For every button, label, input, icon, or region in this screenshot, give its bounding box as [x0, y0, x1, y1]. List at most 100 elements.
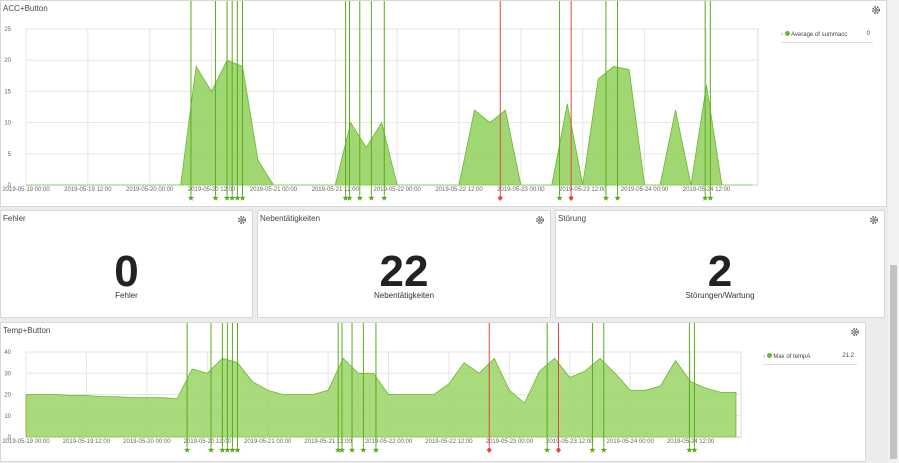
event-marker: [187, 194, 195, 201]
event-marker: [372, 446, 380, 453]
y-tick-label: 20: [4, 58, 11, 64]
x-tick-label: 2019-05-23 12:00: [559, 187, 607, 193]
event-marker: [212, 194, 219, 201]
event-marker: [348, 446, 356, 453]
event-marker: [555, 447, 561, 453]
area: [25, 357, 737, 438]
x-tick-label: 2019-05-24 12:00: [683, 187, 731, 193]
x-tick-label: 2019-05-22 12:00: [425, 439, 473, 445]
event-marker: [338, 446, 346, 453]
event-marker: [228, 194, 236, 201]
x-tick-label: 2019-05-20 12:00: [188, 187, 236, 193]
x-tick-label: 2019-05-20 12:00: [184, 439, 232, 445]
x-tick-label: 2019-05-19 00:00: [2, 439, 50, 445]
x-tick-label: 2019-05-24 12:00: [667, 439, 715, 445]
metric-value: 0: [114, 247, 139, 296]
event-marker: [701, 194, 709, 201]
metric-value: 2: [707, 247, 733, 296]
x-tick-label: 2019-05-19 00:00: [2, 187, 50, 193]
event-marker: [234, 446, 241, 453]
scroll-thumb[interactable]: [890, 265, 897, 459]
x-tick-label: 2019-05-23 12:00: [546, 439, 594, 445]
y-tick-label: 40: [4, 350, 11, 356]
panel-title: Temp+Button: [3, 326, 51, 335]
event-marker: [707, 194, 714, 201]
x-tick-label: 2019-05-20 00:00: [123, 439, 171, 445]
event-marker: [614, 194, 621, 201]
event-marker: [239, 194, 246, 201]
plot-border: [25, 28, 759, 186]
legend-value: 21.2: [842, 353, 854, 359]
y-tick-label: 5: [8, 152, 12, 158]
x-tick-label: 2019-05-21 00:00: [250, 187, 298, 193]
panel-title: Störung: [558, 214, 587, 223]
x-tick-label: 2019-05-24 00:00: [607, 439, 655, 445]
temp-panel: Temp+Button › Max of tempA 21.2 0 10 20 30 4…: [0, 322, 866, 462]
x-tick-label: 2019-05-23 00:00: [486, 439, 534, 445]
x-tick-label: 2019-05-24 00:00: [621, 187, 669, 193]
x-tick-label: 2019-05-19 12:00: [64, 187, 112, 193]
event-marker: [381, 194, 388, 201]
legend[interactable]: › Average of summacc 0: [781, 31, 873, 43]
metric-panel: Nebentätigkeiten 22 Nebentätigkeiten: [257, 210, 551, 318]
gear-icon[interactable]: [871, 5, 881, 15]
gear-icon[interactable]: [535, 215, 545, 225]
legend-value: 0: [866, 31, 870, 37]
y-tick-label: 15: [4, 89, 11, 95]
metric-value: 22: [379, 247, 429, 296]
event-marker: [356, 194, 364, 201]
event-marker: [497, 195, 503, 201]
gear-icon[interactable]: [869, 215, 879, 225]
x-tick-label: 2019-05-21 12:00: [304, 439, 352, 445]
scrollbar[interactable]: [888, 0, 899, 463]
event-marker: [234, 194, 241, 201]
event-marker: [686, 446, 693, 453]
event-marker: [543, 446, 551, 453]
metric-panel: Fehler 0 Fehler: [0, 210, 253, 318]
event-marker: [360, 446, 367, 453]
y-tick-label: 20: [4, 393, 11, 399]
x-tick-label: 2019-05-20 00:00: [126, 187, 174, 193]
event-marker: [691, 446, 698, 453]
x-tick-label: 2019-05-22 00:00: [373, 187, 421, 193]
event-marker: [219, 446, 226, 453]
event-marker: [568, 195, 574, 201]
event-marker: [183, 446, 191, 453]
event-marker: [346, 194, 353, 201]
y-tick-label: 0: [8, 183, 12, 189]
y-tick-label: 0: [8, 435, 12, 441]
event-marker: [600, 446, 608, 453]
legend[interactable]: › Max of tempA 21.2: [763, 353, 857, 365]
y-tick-label: 10: [4, 414, 11, 420]
event-marker: [602, 194, 610, 201]
y-tick-label: 30: [4, 371, 11, 377]
event-marker: [224, 446, 231, 453]
gear-icon[interactable]: [850, 327, 860, 337]
event-marker: [556, 194, 563, 201]
metric-label: Störungen/Wartung: [685, 291, 755, 300]
acc-chart: 0 5 10 15 20 25 2019-05-19 00:00 2019-05-19 12:…: [2, 1, 759, 201]
metric-panel: Störung 2 Störungen/Wartung: [555, 210, 885, 318]
metric-label: Fehler: [115, 291, 138, 300]
event-marker: [207, 446, 215, 453]
legend-label: Max of tempA: [773, 354, 811, 360]
y-tick-label: 10: [4, 121, 11, 127]
event-marker: [368, 194, 375, 201]
gear-icon[interactable]: [237, 215, 247, 225]
event-marker: [223, 194, 231, 201]
y-tick-label: 25: [4, 27, 11, 33]
x-tick-label: 2019-05-23 00:00: [497, 187, 545, 193]
x-tick-label: 2019-05-21 12:00: [312, 187, 360, 193]
event-marker: [334, 446, 342, 453]
panel-title: ACC+Button: [3, 4, 48, 13]
acc-panel: ACC+Button › Average of summacc 0 0 5 10 15…: [0, 0, 887, 207]
event-marker: [342, 194, 349, 201]
x-tick-label: 2019-05-19 12:00: [63, 439, 111, 445]
legend-label: Average of summacc: [791, 32, 848, 38]
x-tick-label: 2019-05-22 00:00: [365, 439, 413, 445]
x-tick-label: 2019-05-22 12:00: [435, 187, 483, 193]
metric-label: Nebentätigkeiten: [373, 291, 435, 300]
x-tick-label: 2019-05-21 00:00: [244, 439, 292, 445]
event-marker: [589, 446, 596, 453]
